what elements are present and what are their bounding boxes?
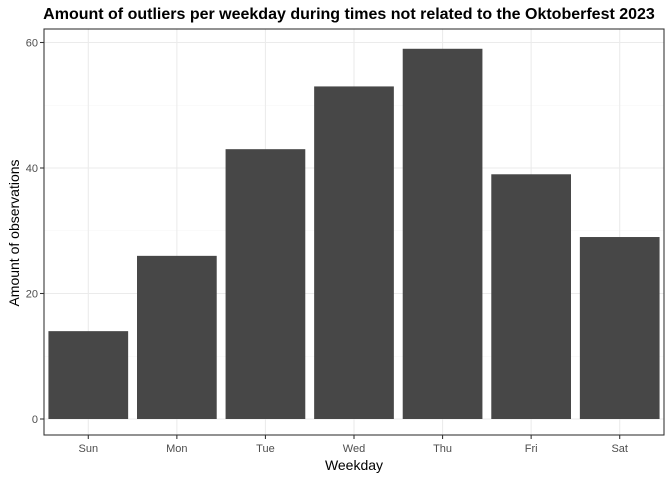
bar-thu [402, 48, 483, 420]
x-tick-label-thu: Thu [433, 443, 452, 455]
x-axis: Sun Mon Tue Wed Thu Fri Sat [78, 435, 628, 455]
x-tick-label-wed: Wed [343, 443, 365, 455]
x-tick-label-mon: Mon [166, 443, 187, 455]
bar-sat [579, 237, 660, 419]
x-tick-label-tue: Tue [256, 443, 275, 455]
bars-layer [48, 48, 660, 420]
bar-mon [137, 255, 217, 419]
y-tick-label: 20 [26, 289, 38, 301]
bar-tue [225, 149, 306, 420]
x-tick-label-fri: Fri [525, 443, 538, 455]
y-tick-label: 60 [26, 38, 38, 50]
bar-wed [314, 86, 394, 420]
bar-fri [491, 174, 571, 419]
y-tick-label: 40 [26, 163, 38, 175]
chart-title: Amount of outliers per weekday during ti… [43, 6, 655, 23]
x-axis-title: Weekday [325, 457, 383, 473]
x-tick-label-sun: Sun [78, 443, 98, 455]
y-axis-title: Amount of observations [6, 159, 22, 306]
y-axis: 0 20 40 60 [26, 38, 44, 426]
x-tick-label-sat: Sat [611, 443, 628, 455]
bar-sun [48, 331, 129, 419]
y-tick-label: 0 [32, 414, 38, 426]
